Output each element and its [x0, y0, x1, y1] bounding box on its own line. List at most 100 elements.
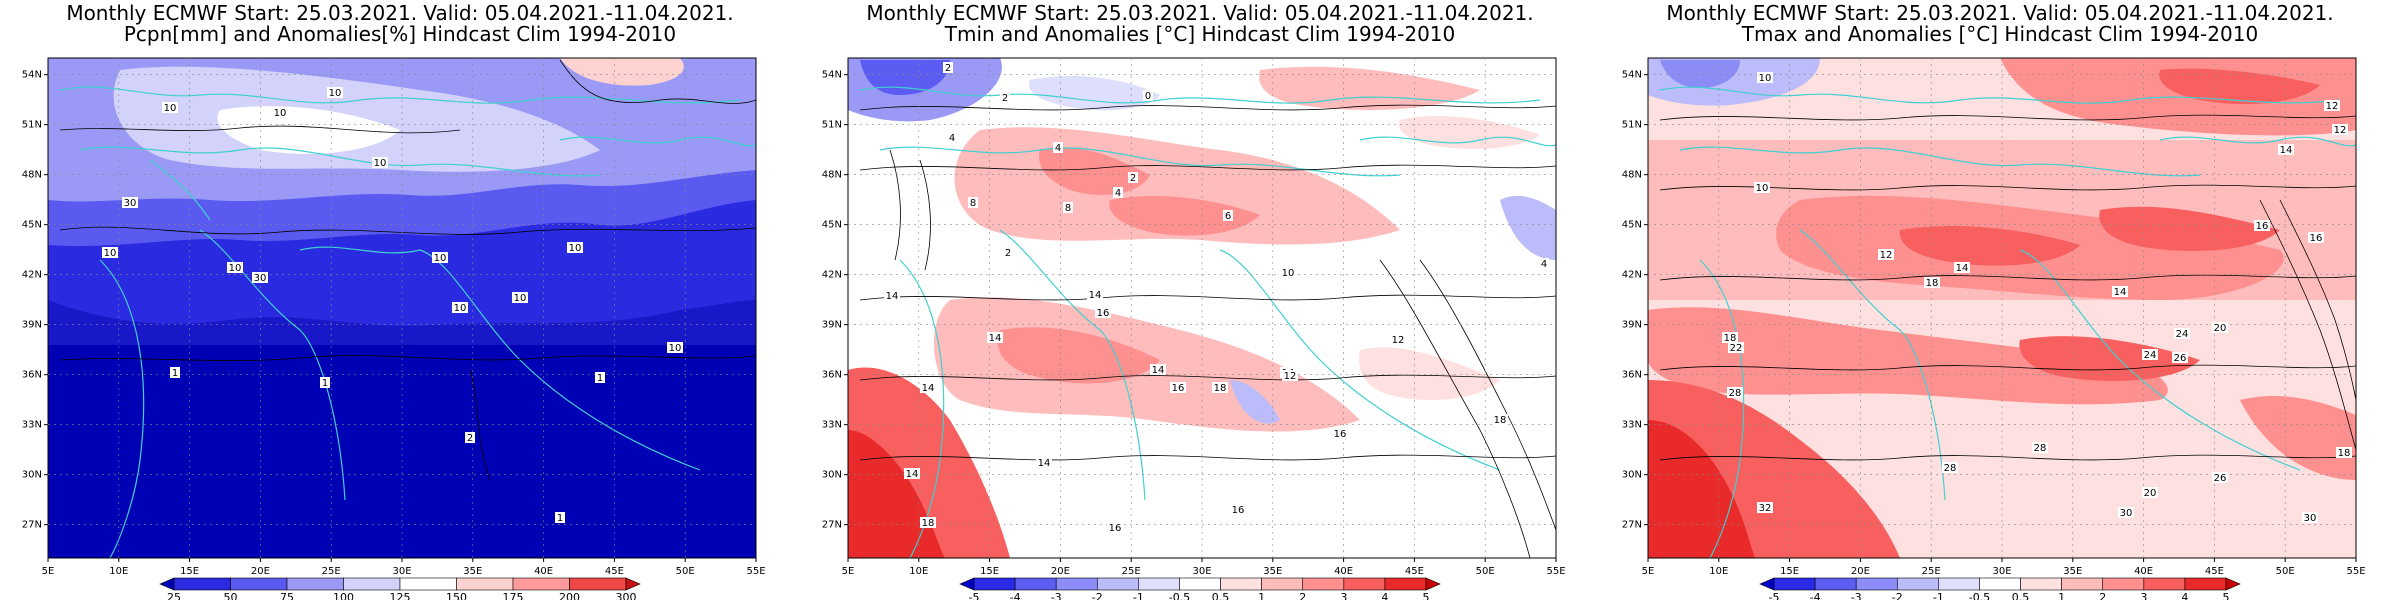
lat-tick-label: 27N — [22, 520, 42, 531]
contour-label: 10 — [1759, 73, 1772, 84]
contour-label: 16 — [2256, 221, 2269, 232]
contour-label: 14 — [1956, 263, 1969, 274]
contour-label-bg — [2302, 512, 2318, 523]
contour-label: 18 — [2338, 448, 2351, 459]
colorbar-label: 1 — [2058, 591, 2065, 600]
contour-label: 16 — [1109, 523, 1122, 534]
panel-title-line1: Monthly ECMWF Start: 25.03.2021. Valid: … — [1666, 1, 2334, 25]
lat-tick-label: 42N — [22, 270, 42, 281]
lon-tick-label: 35E — [2063, 566, 2082, 577]
contour-label-bg — [1390, 334, 1406, 345]
contour-label: 14 — [2280, 145, 2293, 156]
contour-label: 10 — [454, 303, 467, 314]
contour-labels: 10 10 10 10 30 10 10 10 30 10 10 10 10 1 1 1 1 2 — [102, 87, 683, 524]
colorbar-segment — [1138, 577, 1180, 591]
lon-tick-label: 30E — [1192, 566, 1211, 577]
contour-label: 30 — [254, 273, 267, 284]
contour-label-bg — [1492, 414, 1508, 425]
lon-tick-label: 25E — [1122, 566, 1141, 577]
colorbar-segment — [1855, 577, 1898, 591]
tmin-map: 5E 10E 15E 20E 25E 30E 35E 40E 45E 50E 55E54N51N48… — [822, 57, 1566, 600]
lat-tick-label: 39N — [822, 320, 842, 331]
lat-tick-label: 33N — [822, 420, 842, 431]
colorbar-segment — [2102, 577, 2145, 591]
contour-label-bg — [1223, 210, 1233, 221]
map-panel-tmax: Monthly ECMWF Start: 25.03.2021. Valid: … — [1600, 0, 2400, 600]
colorbar-segment — [456, 577, 514, 591]
contour-label-bg — [1757, 72, 1773, 83]
contour-label: 26 — [2214, 473, 2227, 484]
colorbar-label: 5 — [2223, 591, 2230, 600]
contour-label-bg — [2308, 232, 2324, 243]
contour-label: 18 — [922, 518, 935, 529]
lon-tick-label: 55E — [746, 566, 765, 577]
contour-label-bg — [2278, 144, 2294, 155]
contour-label: 10 — [1282, 268, 1295, 279]
lat-tick-label: 45N — [22, 220, 42, 231]
lon-tick-label: 50E — [676, 566, 695, 577]
contour-label: 12 — [1392, 335, 1405, 346]
axis-tick-labels: 5E 10E 15E 20E 25E 30E 35E 40E 45E 50E 55E54N51N48… — [822, 70, 1566, 577]
contour-label-bg — [1150, 364, 1166, 375]
colorbar-label: -3 — [1851, 591, 1862, 600]
colorbar-segment — [1055, 577, 1098, 591]
contour-label: 30 — [124, 198, 137, 209]
contour-label-bg — [2212, 472, 2228, 483]
contour-label: 4 — [1055, 143, 1061, 154]
colorbar-label: 3 — [1340, 591, 1347, 600]
contour-label: 32 — [1759, 503, 1772, 514]
colorbar-label: 100 — [333, 591, 354, 600]
map-panel-tmin: Monthly ECMWF Start: 25.03.2021. Valid: … — [800, 0, 1600, 600]
contour-label-bg — [2254, 220, 2270, 231]
lon-tick-label: 40E — [1334, 566, 1353, 577]
contour-label: 0 — [1145, 91, 1151, 102]
contour-label: 30 — [2304, 513, 2317, 524]
map-panel-precipitation: Monthly ECMWF Start: 25.03.2021. Valid: … — [0, 0, 800, 600]
contour-label: 16 — [1232, 505, 1245, 516]
contour-label-bg — [122, 197, 138, 208]
colorbar-label: 200 — [559, 591, 580, 600]
axis-tick-labels: 5E 10E 15E 20E 25E 30E 35E 40E 45E 50E 55E54N51N48… — [1622, 70, 2366, 577]
contour-label-bg — [1053, 142, 1063, 153]
colorbar-label: 4 — [1381, 591, 1388, 600]
lon-tick-label: 45E — [605, 566, 624, 577]
contour-label-bg — [1727, 387, 1743, 398]
contour-label-bg — [2172, 352, 2188, 363]
contour-label-bg — [1000, 92, 1010, 103]
contour-label: 14 — [1089, 290, 1102, 301]
contour-label-bg — [2112, 286, 2128, 297]
contour-label-bg — [2142, 349, 2158, 360]
colorbar-segment — [1384, 577, 1427, 591]
contour-label-bg — [1230, 504, 1246, 515]
colorbar-segment — [569, 577, 627, 591]
contour-label-bg — [1280, 267, 1296, 278]
colorbar-label: 2 — [1299, 591, 1306, 600]
colorbar-segment — [1261, 577, 1304, 591]
contour-label-bg — [1878, 249, 1894, 260]
colorbar-label: 75 — [280, 591, 294, 600]
lon-tick-label: 55E — [1546, 566, 1565, 577]
contour-label-bg — [327, 87, 343, 98]
lon-tick-label: 40E — [2134, 566, 2153, 577]
colorbar: 25 50 75 100 125 150 175 200 300 — [159, 577, 641, 600]
contour-label: 10 — [329, 88, 342, 99]
contour-label-bg — [1113, 187, 1123, 198]
contour-label: 10 — [514, 293, 527, 304]
lat-tick-label: 51N — [822, 120, 842, 131]
panel-title-line2: Tmin and Anomalies [°C] Hindcast Clim 19… — [944, 22, 1456, 46]
lon-tick-label: 5E — [842, 566, 855, 577]
contour-label: 10 — [104, 248, 117, 259]
contour-label: 12 — [1284, 371, 1297, 382]
contour-label: 2 — [1002, 93, 1008, 104]
contour-label-bg — [1063, 202, 1073, 213]
colorbar-label: -4 — [1010, 591, 1021, 600]
contour-label: 8 — [970, 198, 976, 209]
lat-tick-label: 30N — [1622, 470, 1642, 481]
contour-label-bg — [372, 157, 388, 168]
colorbar-extend-high — [625, 577, 641, 591]
contour-label-bg — [943, 62, 953, 73]
contour-label-bg — [1728, 342, 1744, 353]
contour-label-bg — [227, 262, 243, 273]
contour-label: 14 — [1038, 458, 1051, 469]
contour-label-bg — [1954, 262, 1970, 273]
